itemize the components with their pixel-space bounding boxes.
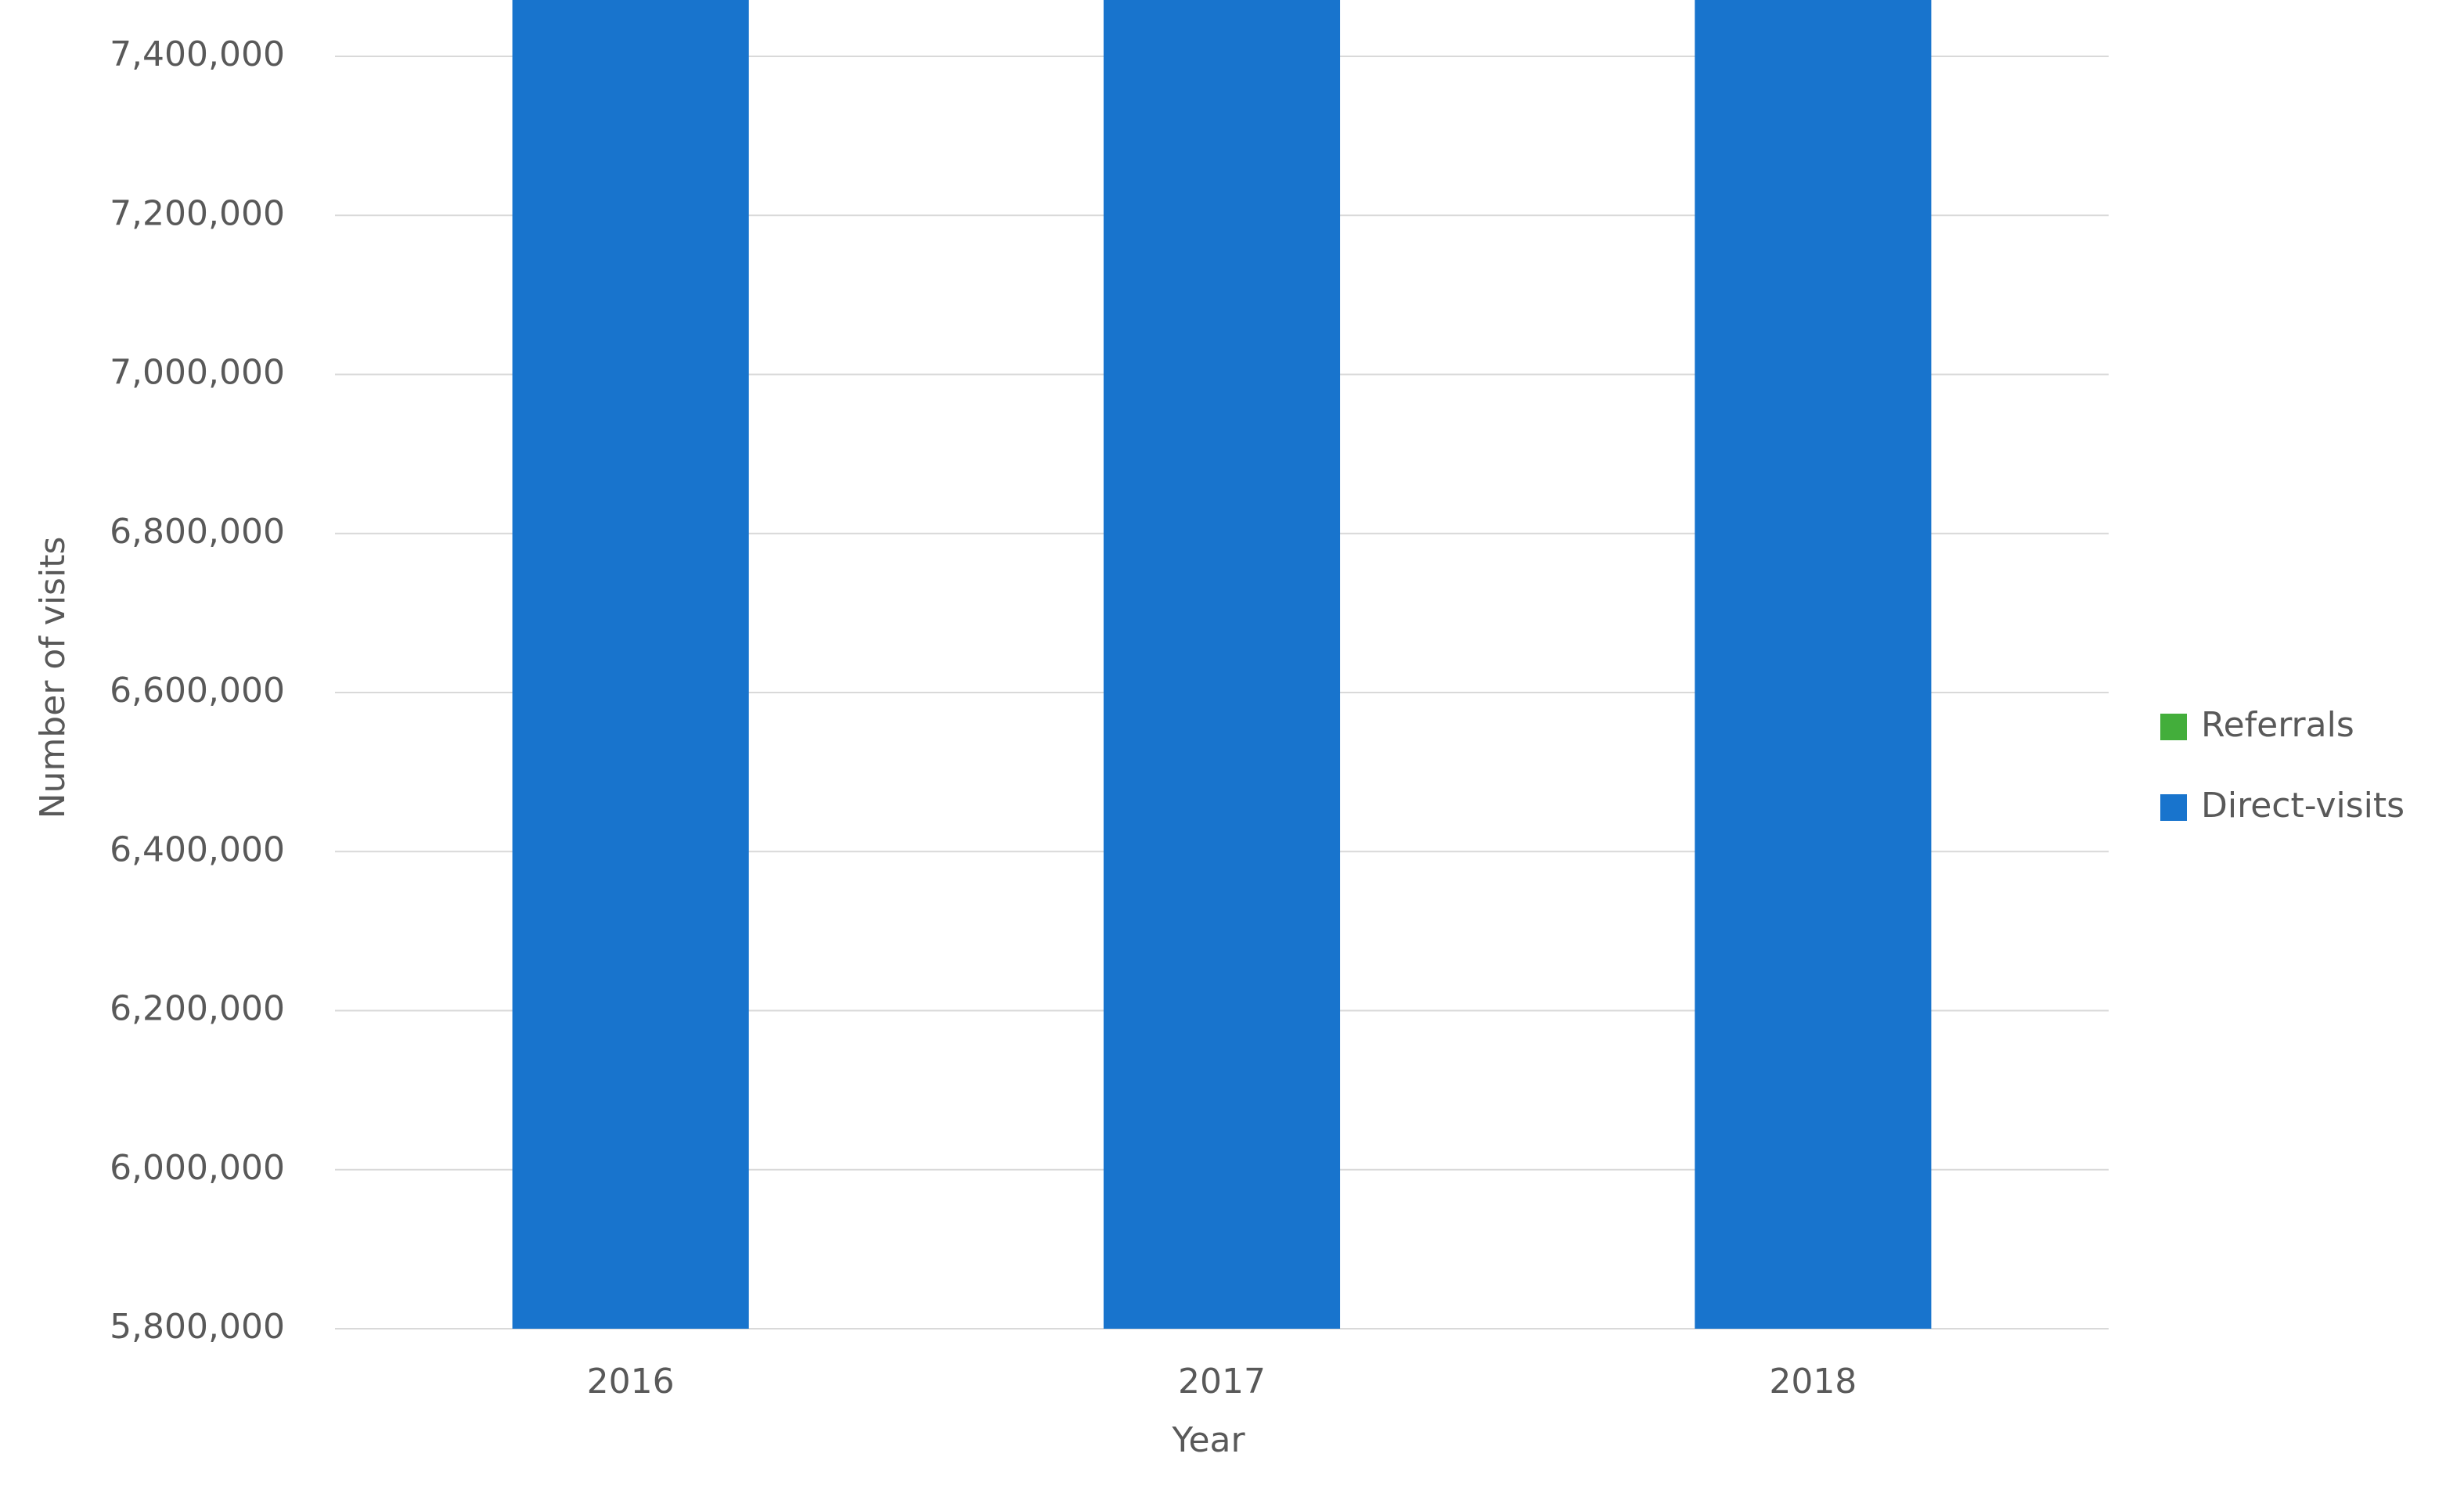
y-tick-label: 6,000,000 [110,1148,285,1188]
legend-swatch [2160,714,2187,740]
y-tick-label: 6,200,000 [110,989,285,1029]
legend-label: Referrals [2201,705,2354,745]
x-tick-label: 2016 [587,1362,675,1401]
y-tick-label: 6,400,000 [110,829,285,869]
x-tick-label: 2018 [1769,1362,1857,1401]
x-axis-title: Year [1171,1420,1245,1460]
y-tick-label: 6,800,000 [110,512,285,552]
y-tick-label: 7,200,000 [110,193,285,233]
bar-segment [1695,0,1932,1329]
bar-segment [1103,0,1341,1329]
bar-segment [512,0,749,1329]
y-axis-title: Number of visits [33,537,73,819]
y-tick-label: 7,400,000 [110,34,285,74]
x-tick-label: 2017 [1178,1362,1266,1401]
legend-swatch [2160,794,2187,821]
y-tick-label: 6,600,000 [110,671,285,711]
legend-label: Direct-visits [2201,786,2405,826]
y-tick-label: 7,000,000 [110,353,285,393]
y-tick-label: 5,800,000 [110,1307,285,1347]
